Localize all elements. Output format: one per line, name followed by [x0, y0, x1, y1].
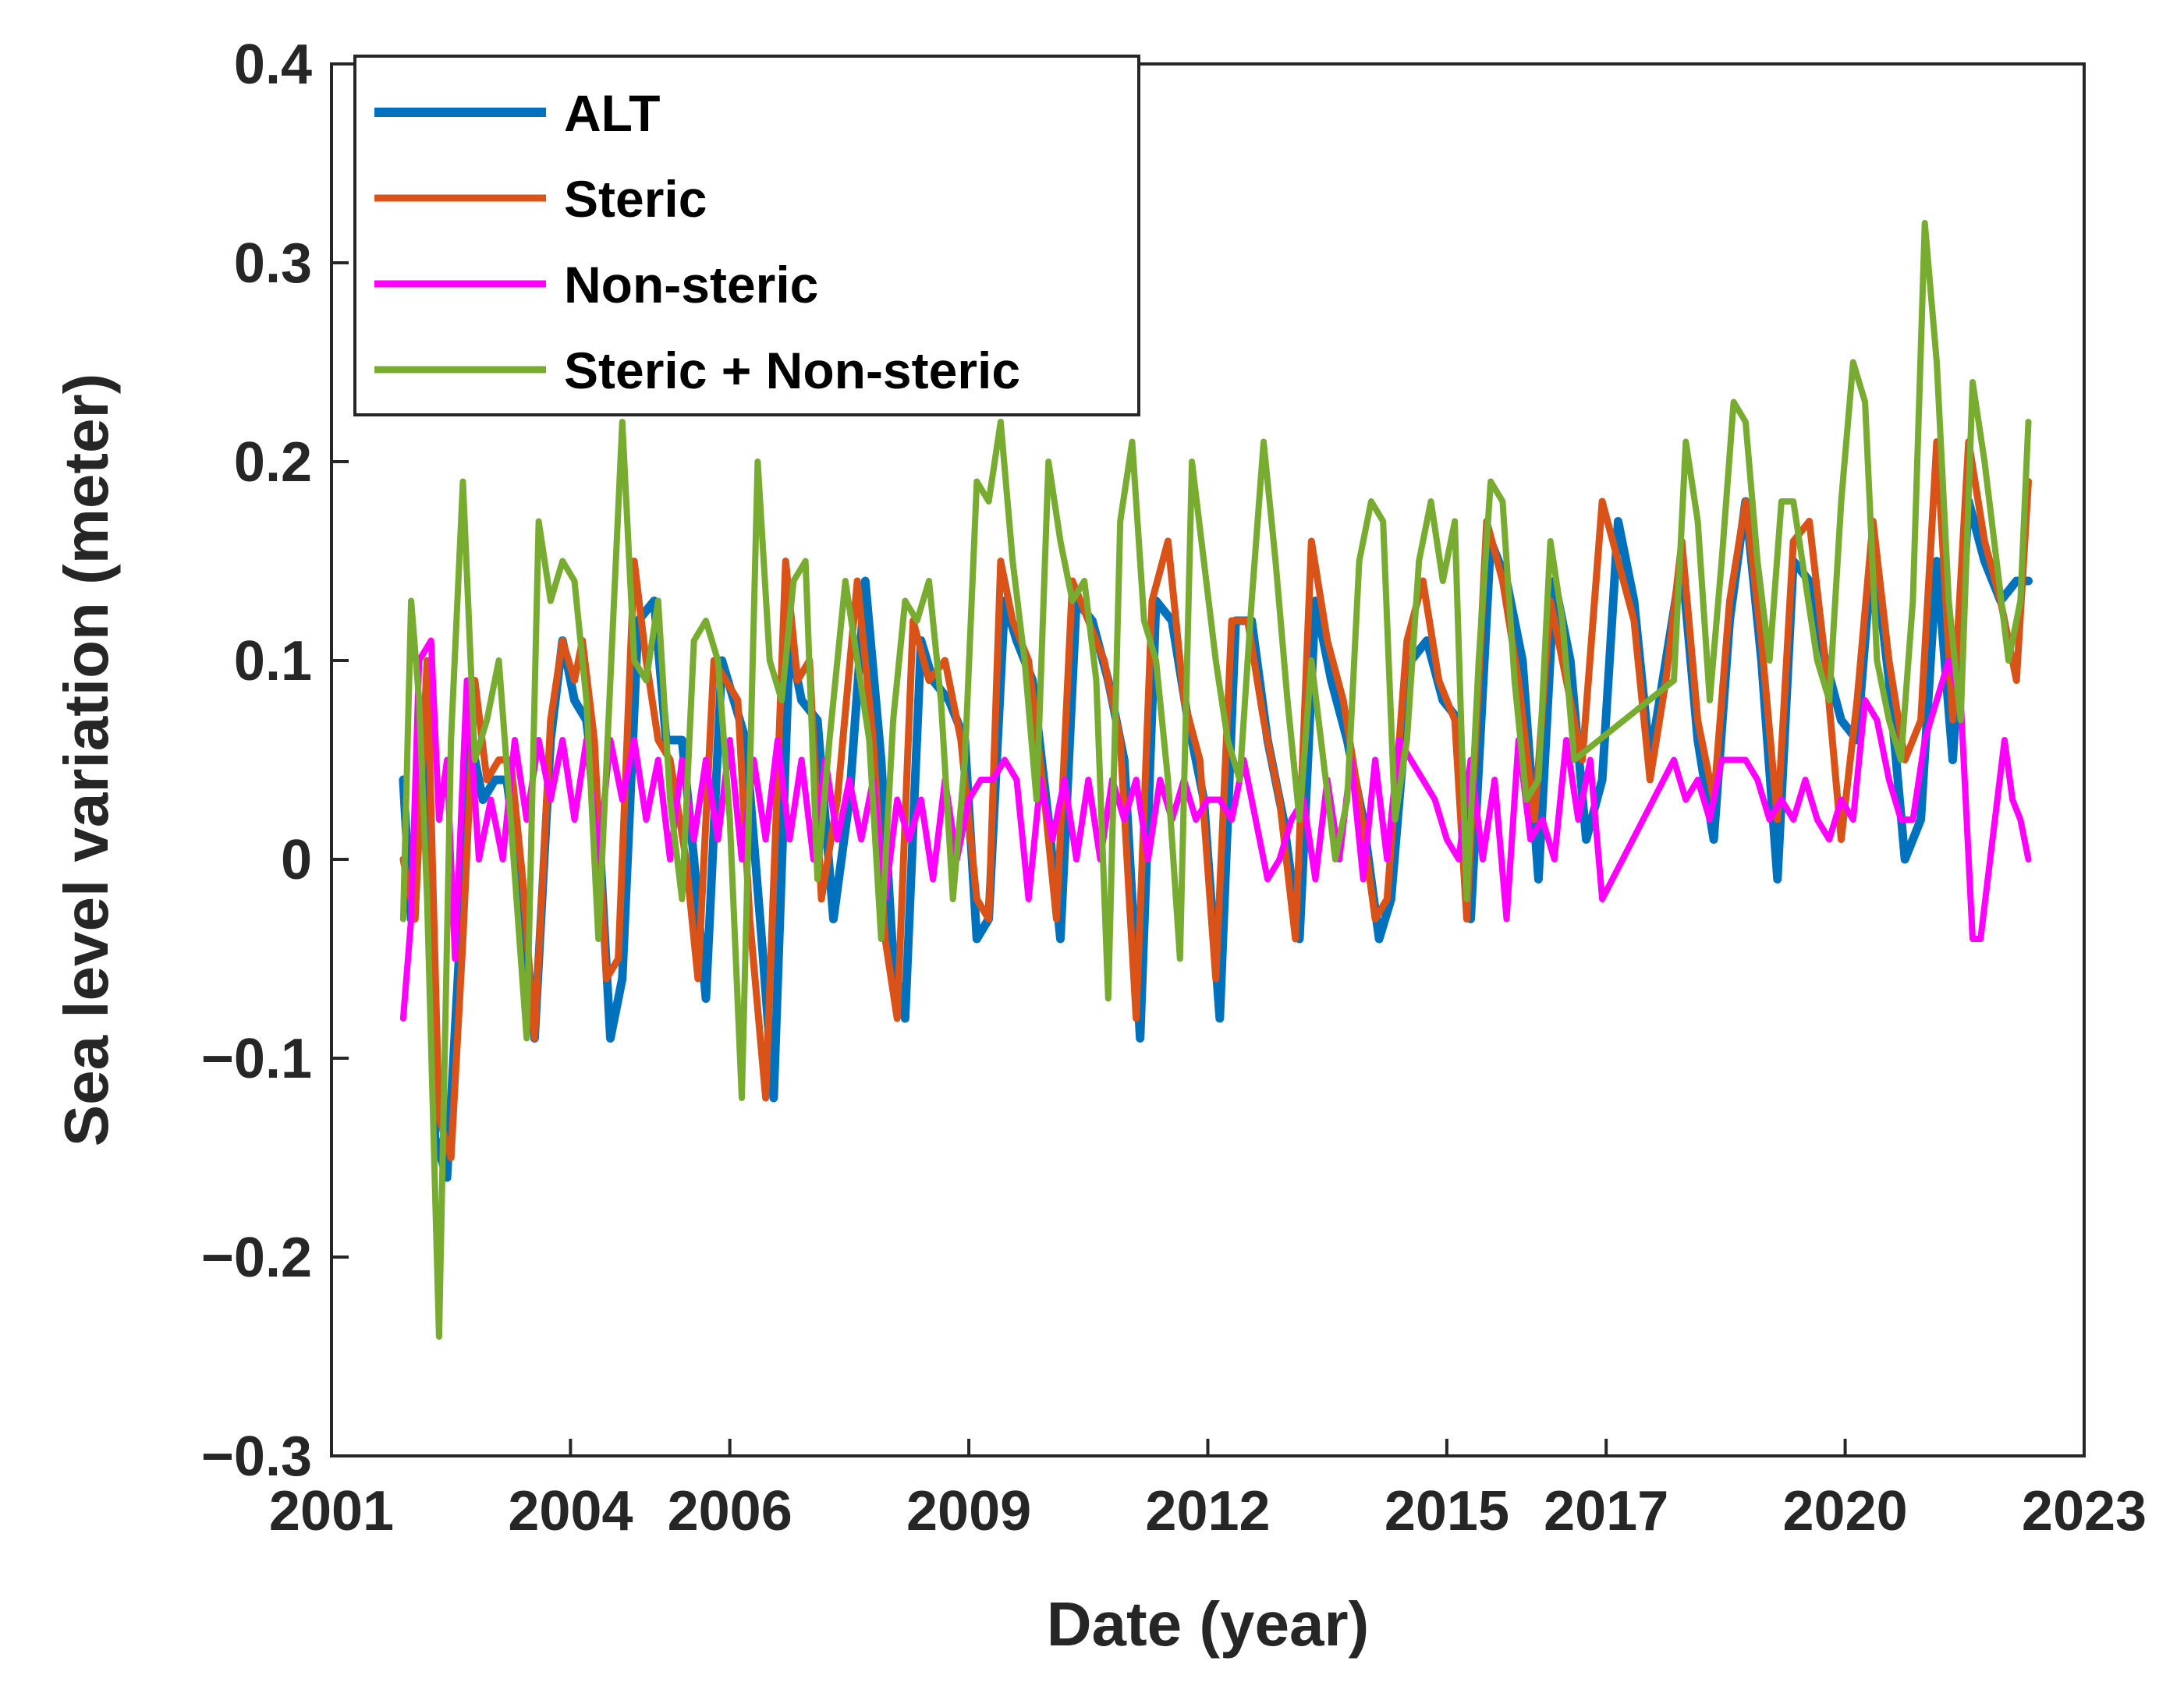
series-line-steric: [399, 438, 2032, 1161]
y-tick-label: −0.3: [201, 1426, 312, 1488]
y-axis-title: Sea level variation (meter): [51, 374, 121, 1147]
y-tick-label: 0.3: [234, 232, 312, 295]
x-tick-label: 2015: [1384, 1480, 1509, 1542]
y-tick-label: −0.1: [201, 1028, 312, 1090]
x-tick-label: 2017: [1544, 1480, 1668, 1542]
x-tick-label: 2012: [1145, 1480, 1270, 1542]
x-axis-title: Date (year): [1047, 1589, 1370, 1659]
x-tick-label: 2006: [668, 1480, 792, 1542]
x-tick-label: 2020: [1783, 1480, 1908, 1542]
x-tick-label: 2023: [2022, 1480, 2147, 1542]
legend-label: Steric: [564, 170, 707, 228]
legend-label: ALT: [564, 84, 660, 142]
legend: ALT Steric Non-steric Steric + Non-steric: [353, 55, 1140, 416]
legend-label: Steric + Non-steric: [564, 342, 1020, 399]
series-line-alt: [399, 497, 2033, 1182]
y-tick-label: 0.4: [234, 34, 312, 96]
y-tick-label: 0.2: [234, 431, 312, 494]
y-tick-label: 0: [281, 829, 312, 891]
ticks-layer: 2001 2004 2006 2009 2012 2015 2017 2020 2023 0.4 0…: [201, 34, 2147, 1542]
x-tick-label: 2009: [906, 1480, 1031, 1542]
legend-label: Non-steric: [564, 256, 818, 313]
y-tick-label: 0.1: [234, 630, 312, 692]
y-tick-label: −0.2: [201, 1227, 312, 1289]
series-line-steric-non-steric: [399, 220, 2032, 1340]
x-tick-label: 2004: [508, 1480, 633, 1542]
x-tick-label: 2001: [269, 1480, 394, 1542]
series-layer: [399, 220, 2033, 1340]
